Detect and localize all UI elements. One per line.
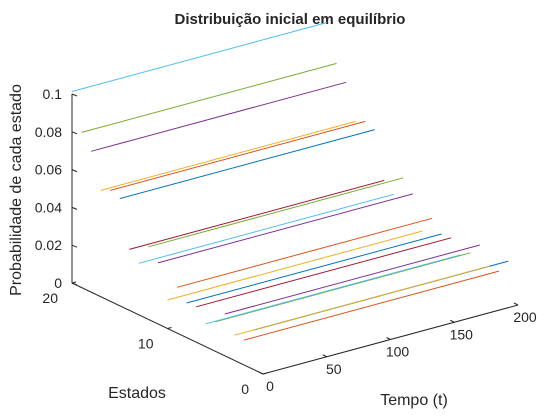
z-tick-mark bbox=[71, 169, 78, 173]
series-line-state-18 bbox=[90, 81, 347, 152]
x-tick-label: 200 bbox=[513, 309, 537, 325]
y-axis-title: Estados bbox=[108, 385, 166, 402]
x-axis-title: Tempo (t) bbox=[380, 392, 448, 409]
z-axis-title: Probabilidade de cada estado bbox=[8, 84, 25, 296]
series-line-state-14 bbox=[129, 179, 385, 250]
z-tick-mark bbox=[71, 131, 78, 135]
series-line-state-20 bbox=[71, 22, 328, 92]
x-tick-mark bbox=[258, 371, 264, 375]
series-line-state-8 bbox=[186, 233, 442, 304]
series-line-state-13 bbox=[138, 193, 395, 264]
z-tick-mark bbox=[71, 282, 78, 286]
series-line-state-15 bbox=[119, 129, 375, 200]
y-tick-mark bbox=[262, 372, 268, 375]
y-tick-label: 20 bbox=[42, 290, 58, 306]
series-line-state-3 bbox=[234, 265, 490, 336]
z-tick-mark bbox=[71, 206, 78, 210]
series-line-state-19 bbox=[81, 62, 337, 133]
z-tick-label: 0.06 bbox=[35, 162, 62, 178]
series-layer bbox=[71, 22, 509, 341]
series-line-state-16 bbox=[110, 120, 366, 191]
z-tick-label: 0.04 bbox=[35, 199, 62, 215]
y-tick-label: 0 bbox=[241, 381, 249, 397]
x-tick-label: 150 bbox=[450, 326, 474, 342]
z-tick-label: 0.08 bbox=[35, 124, 62, 140]
series-line-state-9 bbox=[176, 217, 433, 288]
chart-title: Distribuição inicial em equilíbrio bbox=[175, 11, 406, 28]
series-line-state-10 bbox=[167, 230, 423, 301]
z-tick-mark bbox=[71, 93, 78, 97]
series-line-state-11 bbox=[157, 193, 414, 264]
z-tick-label: 0 bbox=[54, 275, 62, 291]
series-line-state-5 bbox=[215, 252, 471, 323]
z-tick-label: 0.02 bbox=[35, 237, 62, 253]
x-tick-mark bbox=[322, 354, 327, 358]
series-line-state-12 bbox=[148, 177, 404, 248]
x-tick-mark bbox=[450, 319, 455, 323]
z-tick-label: 0.1 bbox=[43, 86, 63, 102]
x-tick-mark bbox=[386, 337, 391, 340]
series-line-state-4 bbox=[224, 244, 480, 315]
x-tick-label: 100 bbox=[386, 344, 410, 360]
y-tick-mark bbox=[167, 327, 172, 329]
x-tick-mark bbox=[513, 302, 519, 306]
y-tick-label: 10 bbox=[138, 336, 154, 352]
x-tick-label: 50 bbox=[326, 361, 342, 377]
series-line-state-6 bbox=[205, 254, 461, 325]
x-tick-label: 0 bbox=[266, 378, 274, 394]
series-line-state-2 bbox=[243, 270, 500, 341]
series-line-state-7 bbox=[196, 237, 452, 308]
series-line-state-17 bbox=[100, 120, 356, 191]
z-tick-mark bbox=[71, 244, 78, 248]
